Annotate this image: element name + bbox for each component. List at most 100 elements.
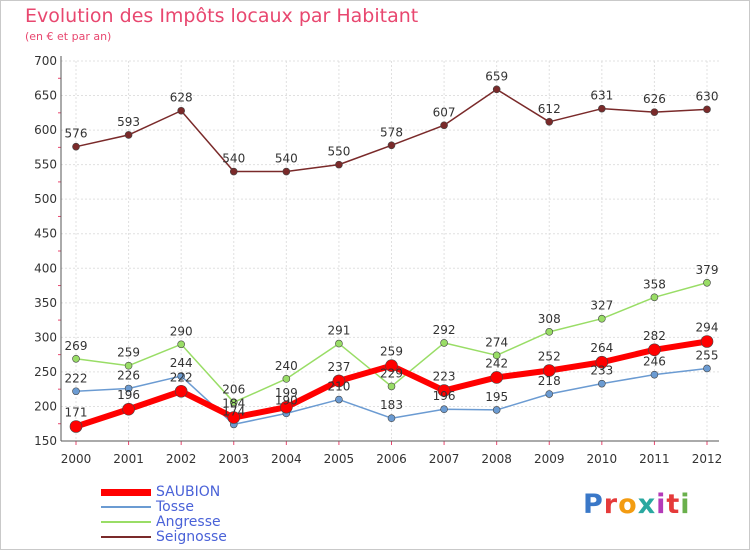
- data-point-angresse: [440, 339, 448, 347]
- data-label-angresse: 229: [380, 366, 403, 380]
- x-tick-label: 2005: [324, 452, 355, 466]
- x-tick-label: 2007: [429, 452, 460, 466]
- logo-letter: o: [618, 489, 638, 520]
- x-tick-label: 2000: [61, 452, 92, 466]
- data-point-saubion: [700, 335, 714, 348]
- data-label-tosse: 195: [485, 390, 508, 404]
- data-label-tosse: 218: [538, 374, 561, 388]
- data-point-tosse: [124, 384, 133, 393]
- logo-letter: i: [680, 489, 691, 520]
- data-label-saubion: 242: [485, 356, 508, 370]
- data-point-angresse: [387, 382, 396, 391]
- data-point-tosse: [72, 387, 80, 396]
- x-tick-label: 2008: [481, 452, 512, 466]
- chart-title: Evolution des Impôts locaux par Habitant: [25, 5, 419, 27]
- data-point-tosse: [703, 364, 711, 373]
- data-label-saubion: 184: [222, 397, 245, 411]
- data-label-tosse: 255: [696, 348, 719, 362]
- x-tick-label: 2002: [166, 452, 197, 466]
- data-point-tosse: [177, 372, 185, 380]
- chart-subtitle: (en € et par an): [25, 30, 112, 43]
- data-label-angresse: 292: [433, 323, 456, 337]
- logo-letter: i: [656, 489, 667, 520]
- data-label-saubion: 282: [643, 329, 666, 343]
- data-label-seignosse: 628: [170, 91, 193, 105]
- data-label-angresse: 308: [538, 312, 561, 326]
- y-tick-label: 400: [34, 261, 57, 275]
- logo-letter: x: [637, 489, 657, 520]
- data-point-saubion: [227, 411, 241, 424]
- data-point-seignosse: [703, 105, 711, 114]
- data-point-seignosse: [335, 160, 343, 169]
- logo-letter: r: [603, 489, 619, 520]
- y-tick-label: 150: [34, 434, 57, 448]
- data-point-saubion: [595, 355, 609, 369]
- data-point-angresse: [598, 314, 606, 323]
- data-label-seignosse: 578: [380, 125, 403, 139]
- data-point-seignosse: [492, 85, 501, 94]
- data-label-saubion: 222: [170, 370, 193, 384]
- data-point-tosse: [335, 395, 343, 404]
- data-point-angresse: [72, 354, 80, 363]
- data-point-tosse: [650, 370, 659, 379]
- data-label-saubion: 223: [433, 370, 456, 384]
- data-label-tosse: 244: [170, 356, 193, 370]
- data-label-seignosse: 607: [433, 105, 456, 119]
- data-point-angresse: [229, 398, 238, 407]
- data-label-saubion: 171: [65, 405, 88, 419]
- data-point-angresse: [545, 328, 554, 336]
- data-label-saubion: 259: [380, 345, 403, 359]
- data-label-seignosse: 576: [65, 127, 88, 141]
- data-label-seignosse: 540: [222, 152, 245, 166]
- legend-swatch: [101, 536, 151, 538]
- data-point-saubion: [122, 402, 135, 416]
- data-label-angresse: 259: [117, 346, 140, 360]
- data-point-saubion: [648, 343, 661, 357]
- x-tick-label: 2011: [639, 452, 670, 466]
- data-point-angresse: [703, 278, 711, 287]
- y-tick-label: 200: [34, 399, 57, 413]
- data-label-angresse: 358: [643, 277, 666, 291]
- data-point-seignosse: [545, 118, 554, 126]
- legend-swatch: [101, 521, 151, 523]
- data-label-seignosse: 630: [696, 89, 719, 103]
- x-tick-label: 2001: [113, 452, 144, 466]
- data-label-angresse: 269: [65, 339, 88, 353]
- data-point-angresse: [650, 293, 659, 302]
- data-point-saubion: [69, 420, 83, 433]
- data-label-saubion: 199: [275, 386, 298, 400]
- data-point-seignosse: [282, 167, 291, 176]
- data-label-angresse: 291: [327, 324, 350, 338]
- data-point-seignosse: [229, 167, 238, 176]
- legend-label: Angresse: [156, 514, 221, 530]
- data-point-angresse: [282, 375, 291, 383]
- data-point-angresse: [177, 340, 185, 349]
- data-point-seignosse: [124, 131, 133, 139]
- data-label-angresse: 379: [696, 263, 719, 277]
- data-label-tosse: 233: [590, 364, 613, 378]
- data-point-saubion: [174, 384, 188, 398]
- logo-letter: t: [666, 489, 681, 520]
- data-label-tosse: 190: [275, 393, 298, 407]
- data-point-angresse: [124, 361, 133, 370]
- data-point-saubion: [490, 371, 503, 384]
- data-label-angresse: 327: [590, 299, 613, 313]
- y-tick-label: 700: [34, 54, 57, 68]
- data-point-seignosse: [72, 142, 80, 151]
- data-point-tosse: [440, 405, 448, 414]
- data-point-tosse: [492, 406, 501, 414]
- data-point-seignosse: [440, 121, 448, 130]
- data-label-tosse: 174: [222, 404, 245, 418]
- x-tick-label: 2004: [271, 452, 302, 466]
- series-layer: [69, 85, 714, 433]
- data-label-tosse: 226: [117, 368, 140, 382]
- data-label-angresse: 206: [222, 382, 245, 396]
- data-label-saubion: 237: [327, 360, 350, 374]
- data-label-tosse: 183: [380, 398, 403, 412]
- y-tick-label: 450: [34, 227, 57, 241]
- data-point-seignosse: [650, 108, 659, 116]
- data-point-tosse: [545, 390, 554, 398]
- data-label-seignosse: 540: [275, 152, 298, 166]
- data-point-saubion: [437, 384, 451, 397]
